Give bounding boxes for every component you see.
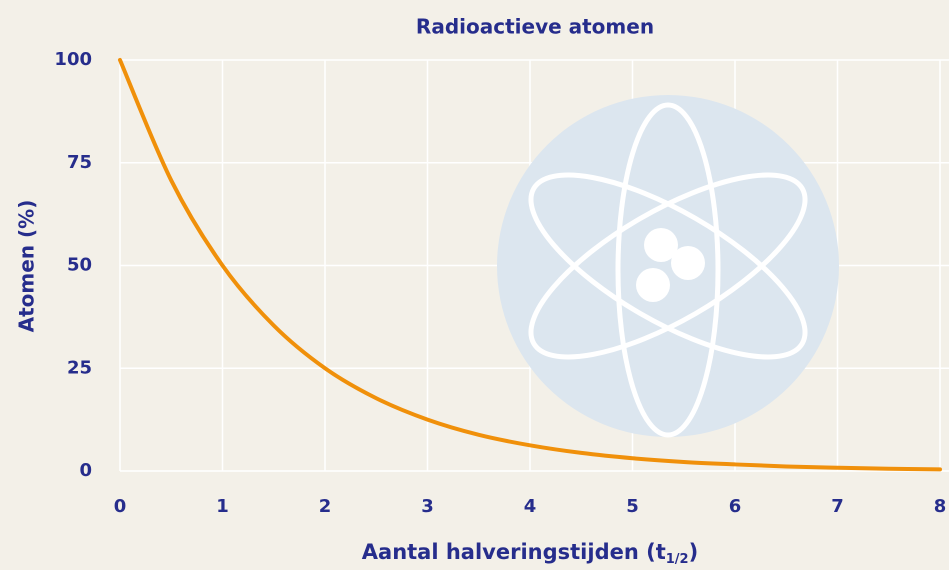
- orbit: [528, 172, 808, 360]
- x-axis-label-subscript: 1/2: [666, 552, 689, 567]
- y-axis-label: Atomen (%): [15, 200, 39, 333]
- x-tick-label: 3: [421, 496, 434, 517]
- chart-title: Radioactieve atomen: [416, 15, 654, 39]
- x-tick-label: 1: [216, 496, 229, 517]
- x-axis-label-text: ): [689, 540, 699, 564]
- atom-icon: [497, 95, 839, 438]
- y-tick-label: 75: [67, 152, 92, 173]
- y-tick-label: 50: [67, 255, 92, 276]
- x-tick-label: 8: [934, 496, 947, 517]
- x-tick-label: 2: [319, 496, 332, 517]
- nucleon: [671, 246, 705, 280]
- x-tick-label: 6: [729, 496, 742, 517]
- nucleon: [636, 268, 670, 302]
- x-tick-label: 0: [114, 496, 127, 517]
- nucleon: [644, 228, 678, 262]
- y-tick-label: 25: [67, 357, 92, 378]
- y-tick-label: 100: [54, 49, 92, 70]
- line: [118, 58, 942, 472]
- orbit: [615, 102, 721, 438]
- x-axis-label-text: Aantal halveringstijden (t: [362, 540, 666, 564]
- atom-background: [497, 95, 839, 437]
- x-tick-label: 4: [524, 496, 537, 517]
- x-axis-label: Aantal halveringstijden (t1/2): [362, 540, 698, 567]
- x-tick-label: 7: [831, 496, 844, 517]
- x-tick-label: 5: [626, 496, 639, 517]
- orbit: [528, 172, 808, 360]
- y-tick-label: 0: [79, 460, 92, 481]
